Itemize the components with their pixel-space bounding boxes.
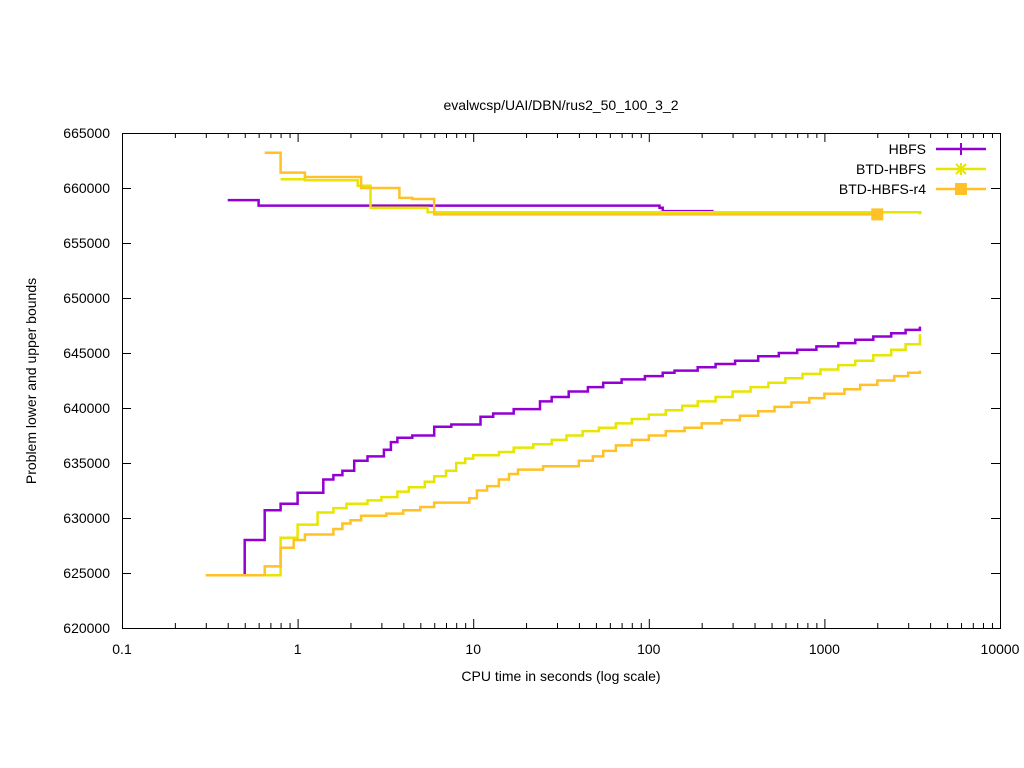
x-tick-label: 10 (465, 641, 481, 657)
y-tick-label: 645000 (63, 345, 110, 361)
legend-marker (955, 183, 967, 195)
y-tick-label: 660000 (63, 180, 110, 196)
legend-marker (955, 143, 967, 155)
x-tick-label: 0.1 (112, 641, 132, 657)
y-tick-label: 655000 (63, 235, 110, 251)
series-btd-hbfs (205, 177, 922, 577)
series-layer (205, 151, 922, 577)
y-axis-label: Problem lower and upper bounds (23, 278, 39, 484)
y-tick-label: 630000 (63, 510, 110, 526)
x-axis-label: CPU time in seconds (log scale) (461, 668, 660, 684)
legend-item-btd-hbfs: BTD-HBFS (856, 161, 986, 177)
axis-ticks: 620000 625000 630000 635000 640000 645000 6500… (63, 125, 1019, 657)
series-line-upper (280, 177, 922, 215)
legend: HBFS BTD-HBFS BTD-HBFS-r4 (839, 141, 986, 197)
y-tick-label: 620000 (63, 620, 110, 636)
x-tick-label: 10000 (981, 641, 1020, 657)
y-tick-label: 665000 (63, 125, 110, 141)
legend-marker (955, 163, 967, 175)
legend-item-hbfs: HBFS (889, 141, 986, 157)
series-line-lower (205, 370, 922, 577)
y-tick-label: 640000 (63, 400, 110, 416)
y-tick-label: 625000 (63, 565, 110, 581)
x-tick-label: 1 (294, 641, 302, 657)
series-marker (871, 208, 884, 221)
series-line-upper (264, 151, 878, 216)
chart-title: evalwcsp/UAI/DBN/rus2_50_100_3_2 (443, 97, 678, 113)
y-tick-label: 635000 (63, 455, 110, 471)
y-tick-label: 650000 (63, 290, 110, 306)
series-line-lower (205, 334, 922, 577)
legend-label: HBFS (889, 141, 926, 157)
legend-label: BTD-HBFS-r4 (839, 181, 926, 197)
legend-label: BTD-HBFS (856, 161, 926, 177)
series-hbfs (227, 198, 922, 576)
x-tick-label: 100 (637, 641, 661, 657)
legend-item-btd-hbfs-r4: BTD-HBFS-r4 (839, 181, 986, 197)
x-tick-label: 1000 (809, 641, 840, 657)
series-line-lower (243, 326, 922, 576)
plot-border (122, 133, 1001, 629)
series-btd-hbfs-r4 (205, 151, 922, 577)
